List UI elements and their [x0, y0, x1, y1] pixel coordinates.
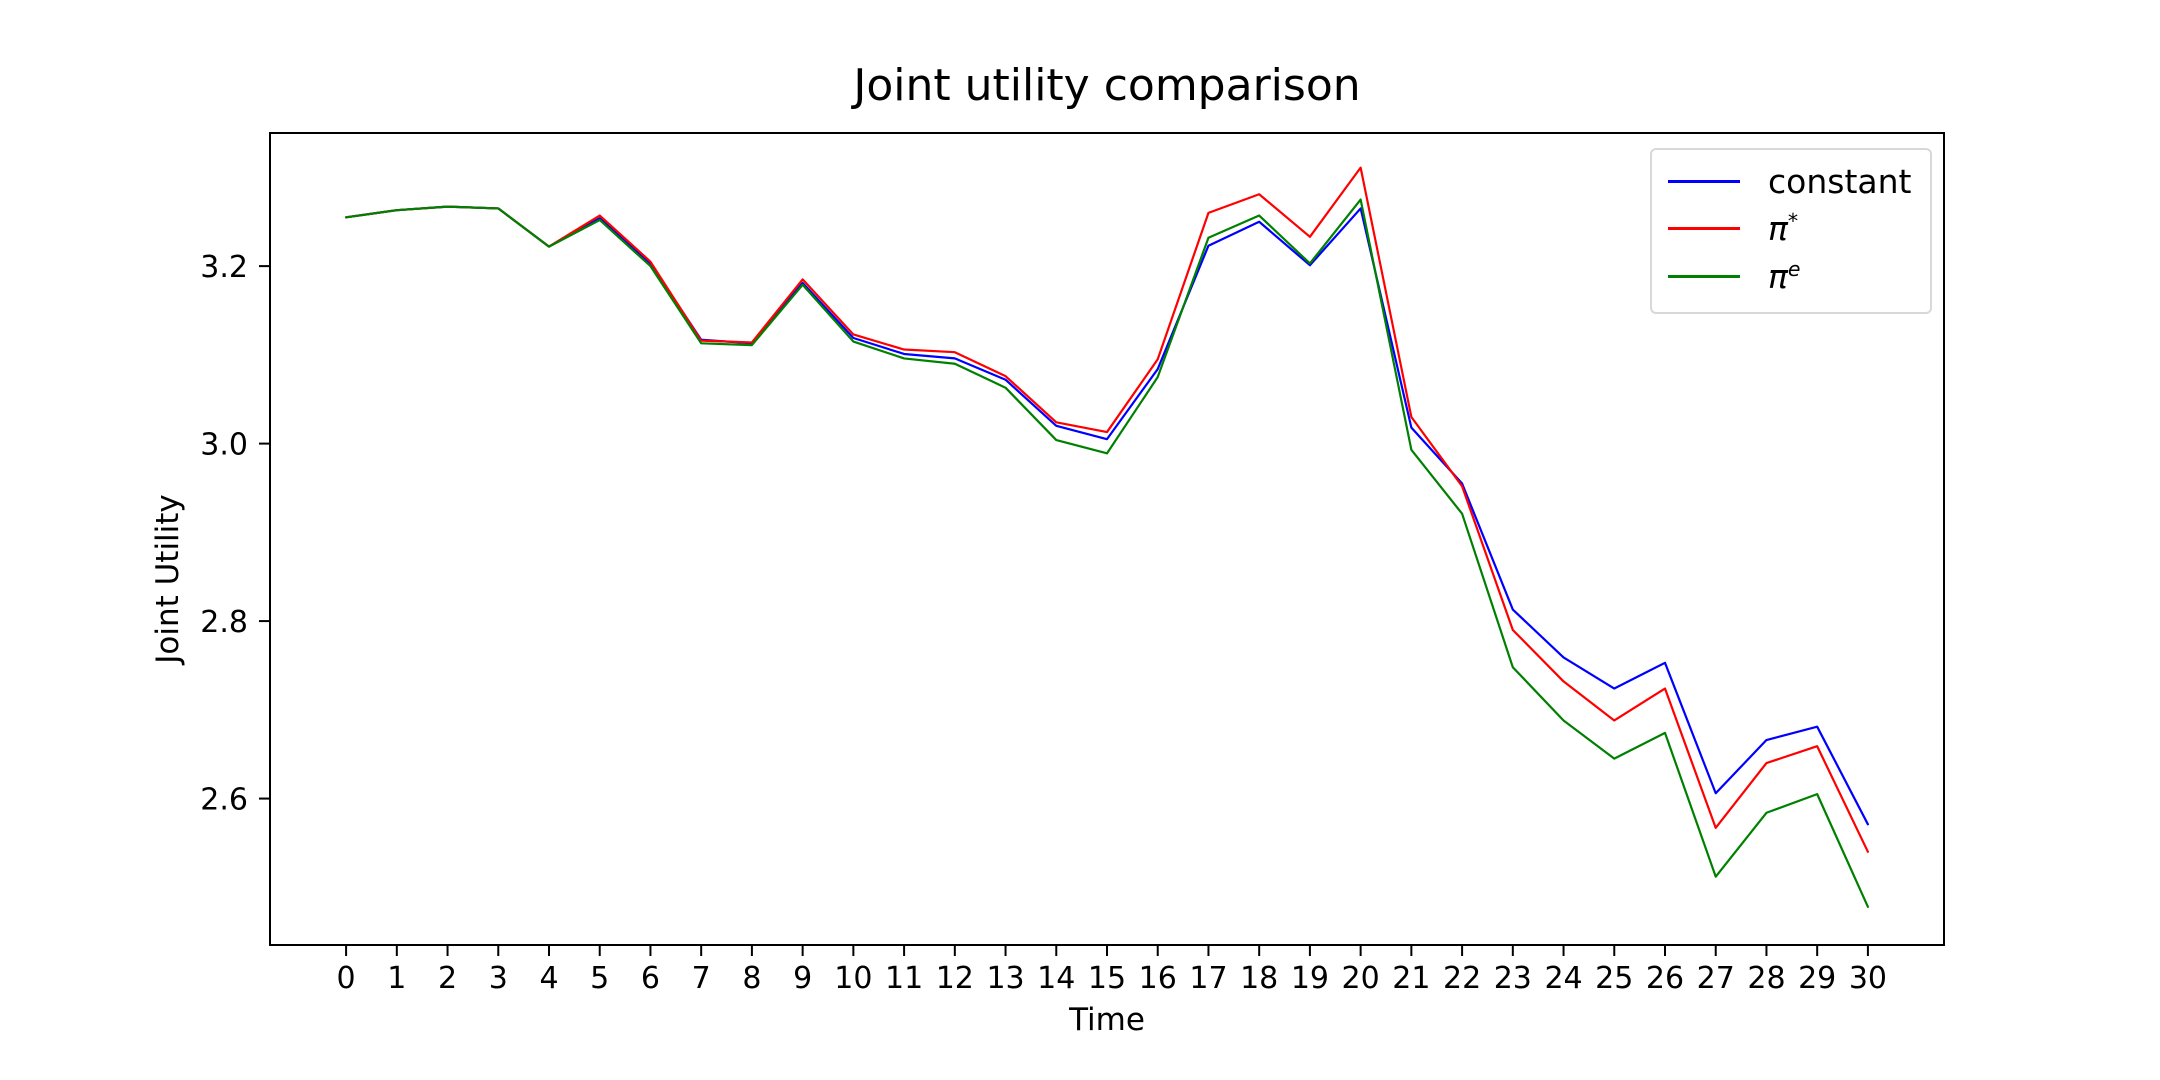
pi-e-superscript: e [1787, 257, 1801, 282]
x-tick-label: 10 [834, 961, 872, 996]
x-tick-label: 11 [885, 961, 923, 996]
x-tick-label: 3 [489, 961, 508, 996]
legend-line-swatch-red [1668, 226, 1740, 230]
pi-star-superscript: * [1787, 209, 1799, 234]
y-axis-label: Joint Utility [150, 494, 186, 664]
x-tick-label: 17 [1189, 961, 1227, 996]
x-tick-label: 20 [1342, 961, 1380, 996]
x-tick-label: 23 [1494, 961, 1532, 996]
x-tick-label: 26 [1646, 961, 1684, 996]
x-tick-label: 16 [1139, 961, 1177, 996]
x-tick-label: 2 [438, 961, 457, 996]
legend-label-constant: constant [1768, 161, 1912, 201]
x-tick-label: 5 [590, 961, 609, 996]
x-tick-label: 19 [1291, 961, 1329, 996]
legend-entry-pi-star: π* [1668, 211, 1920, 245]
x-tick-label: 12 [936, 961, 974, 996]
x-tick-label: 25 [1595, 961, 1633, 996]
x-tick-label: 28 [1747, 961, 1785, 996]
x-tick-label: 9 [793, 961, 812, 996]
legend-line-swatch-green [1668, 274, 1740, 278]
x-tick-label: 7 [692, 961, 711, 996]
x-axis-label: Time [1069, 1002, 1145, 1038]
legend-label-pi-star: π* [1768, 211, 1798, 245]
x-tick-label: 8 [742, 961, 761, 996]
y-tick-label: 2.8 [200, 605, 248, 640]
x-tick-label: 6 [641, 961, 660, 996]
legend-entry-pi-e: πe [1668, 259, 1920, 293]
x-tick-label: 22 [1443, 961, 1481, 996]
pi-symbol: π [1768, 257, 1788, 297]
legend: constant π* πe [1650, 148, 1932, 314]
x-tick-label: 27 [1697, 961, 1735, 996]
y-tick-label: 2.6 [200, 783, 248, 818]
series-line-constant [344, 205, 1870, 826]
x-tick-label: 4 [539, 961, 558, 996]
x-tick-label: 29 [1798, 961, 1836, 996]
series-line-pi-e [344, 198, 1870, 908]
x-tick-label: 21 [1392, 961, 1430, 996]
x-tick-label: 24 [1544, 961, 1582, 996]
x-tick-label: 30 [1849, 961, 1887, 996]
x-tick-label: 1 [387, 961, 406, 996]
chart-title: Joint utility comparison [853, 60, 1361, 111]
legend-line-swatch-blue [1668, 179, 1740, 183]
x-tick-label: 0 [337, 961, 356, 996]
pi-symbol: π [1768, 209, 1788, 249]
y-tick-label: 3.2 [200, 250, 248, 285]
x-tick-label: 15 [1088, 961, 1126, 996]
series-line-pi-star [344, 166, 1870, 853]
legend-entry-constant: constant [1668, 165, 1920, 198]
x-tick-label: 13 [986, 961, 1024, 996]
legend-label-pi-e: πe [1768, 259, 1800, 293]
x-tick-label: 18 [1240, 961, 1278, 996]
x-tick-label: 14 [1037, 961, 1075, 996]
y-tick-label: 3.0 [200, 428, 248, 463]
